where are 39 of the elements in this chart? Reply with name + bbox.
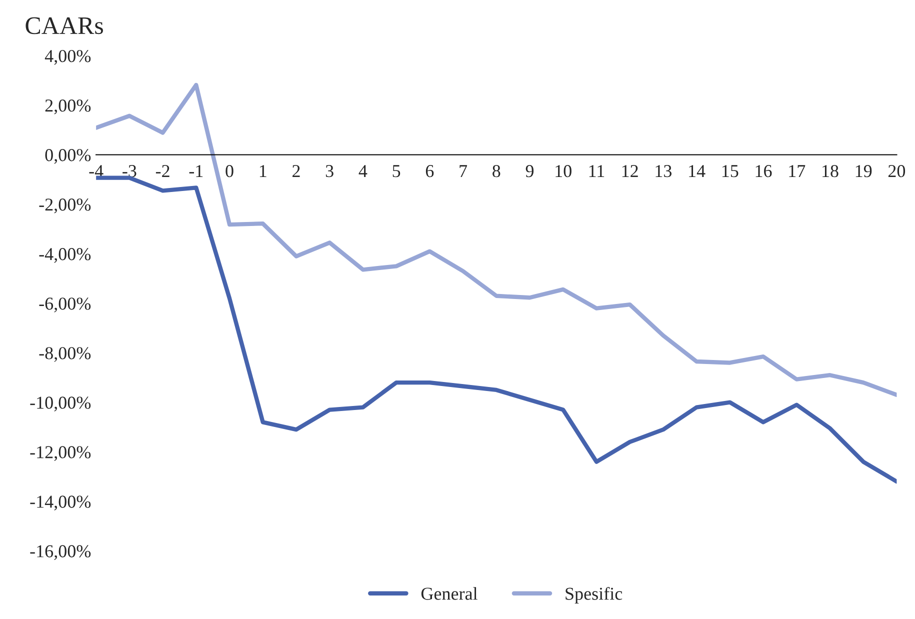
x-tick-label: 1 [260,165,266,177]
x-tick-label: 0 [226,164,234,178]
y-tick-label: 4,00% [44,50,91,65]
x-tick-label: -1 [189,165,203,177]
y-tick-label: -16,00% [30,545,91,560]
y-tick-label: -2,00% [39,198,91,214]
y-tick-label: 0,00% [45,149,91,164]
x-tick-label: 16 [756,165,772,178]
x-tick-label: 15 [722,165,738,178]
y-tick-label: -4,00% [39,248,91,263]
x-tick-label: 9 [526,165,534,178]
x-tick-label: 11 [589,165,604,177]
line-series [96,176,897,484]
x-tick-label: 20 [888,164,906,178]
y-tick-label: -6,00% [39,298,91,312]
x-tick-label: 18 [822,164,838,178]
chart-title: CAARs [26,17,103,34]
x-tick-label: 14 [689,165,706,177]
x-tick-label: 2 [292,165,300,177]
x-tick-label: 3 [326,165,334,178]
x-tick-label: 13 [656,165,672,178]
x-tick-label: 8 [492,164,500,178]
legend-label: General [421,587,478,600]
x-tick-label: 19 [856,165,872,178]
x-tick-label: 10 [556,164,572,178]
y-tick-label: 2,00% [45,99,91,114]
x-tick-label: 12 [622,165,638,177]
x-tick-label: 6 [426,165,434,178]
y-tick-label: -8,00% [39,347,91,362]
x-tick-label: 4 [358,165,368,177]
x-tick-label: -4 [89,165,104,177]
x-tick-label: -2 [156,165,170,177]
x-tick-label: 7 [460,165,468,177]
y-tick-label: -10,00% [30,396,91,412]
y-tick-label: -12,00% [30,446,91,461]
x-tick-label: 17 [789,165,806,177]
y-tick-label: -14,00% [30,496,91,510]
legend-label: Spesific [566,586,622,604]
x-tick-label: 5 [392,165,400,178]
